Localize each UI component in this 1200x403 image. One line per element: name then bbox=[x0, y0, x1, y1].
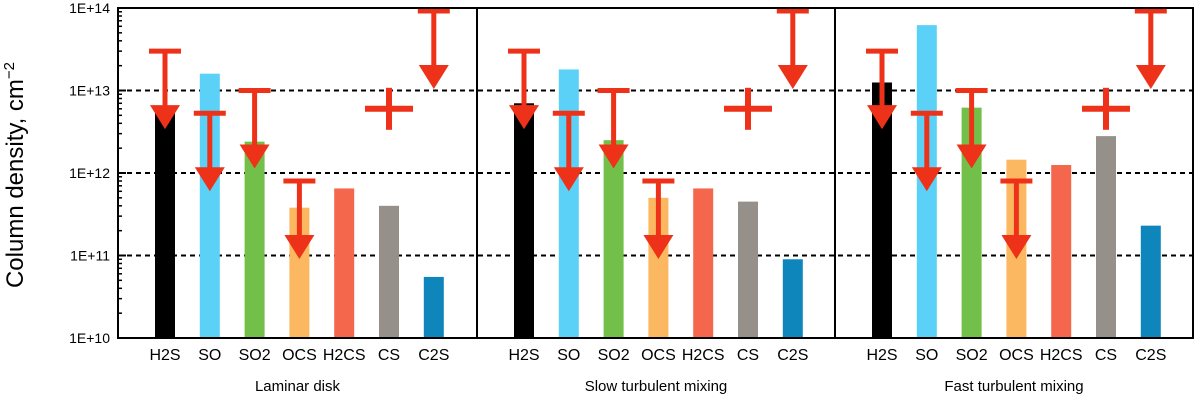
panel-frame bbox=[834, 7, 1194, 339]
bar-cs bbox=[1096, 136, 1116, 338]
upper-limit-arrow bbox=[910, 110, 943, 192]
upper-limit-arrow bbox=[552, 110, 585, 192]
upper-limit-arrow bbox=[955, 88, 988, 169]
category-label: CS bbox=[1095, 347, 1117, 364]
bar-so2 bbox=[961, 107, 982, 338]
upper-limit-arrow bbox=[193, 110, 226, 192]
upper-limit-arrowhead bbox=[553, 167, 584, 192]
upper-limit-arrow bbox=[642, 178, 675, 259]
upper-limit-arrowhead bbox=[911, 167, 942, 192]
bar-h2s bbox=[155, 105, 175, 338]
detection-cross bbox=[365, 87, 413, 130]
upper-limit-arrow bbox=[508, 48, 540, 130]
y-tick-label: 1E+10 bbox=[69, 330, 110, 346]
category-label: C2S bbox=[777, 347, 808, 364]
category-label: C2S bbox=[1135, 347, 1166, 364]
category-label: SO bbox=[557, 347, 580, 364]
category-label: OCS bbox=[999, 347, 1034, 364]
bar-h2cs bbox=[1051, 165, 1072, 338]
y-axis-title: Column density, cm−2 bbox=[1, 62, 29, 288]
upper-limit-arrowhead bbox=[194, 167, 225, 192]
bars bbox=[155, 25, 1161, 339]
y-axis-label: Column density, cm−2 bbox=[1, 62, 29, 288]
labels: H2S SO SO2 OCS H2CS CS C2S Laminar disk H2S SO SO2… bbox=[69, 0, 1166, 395]
panel-title: Laminar disk bbox=[255, 378, 341, 395]
bar-so bbox=[199, 73, 220, 339]
upper-limit-arrow bbox=[1134, 8, 1167, 89]
bar-h2s bbox=[872, 82, 892, 339]
y-axis bbox=[118, 7, 126, 339]
bar-c2s bbox=[782, 259, 803, 338]
y-tick-label: 1E+14 bbox=[69, 0, 110, 16]
upper-limit-arrow bbox=[597, 88, 630, 169]
y-tick-label: 1E+11 bbox=[70, 248, 110, 264]
upper-limit-arrow bbox=[417, 8, 450, 89]
y-axis-label-text: Column density, cm bbox=[2, 79, 29, 288]
category-label: SO bbox=[198, 347, 221, 364]
y-axis-label-superscript: −2 bbox=[1, 62, 18, 79]
category-label: SO2 bbox=[239, 347, 271, 364]
category-label: SO2 bbox=[956, 347, 988, 364]
detection-cross bbox=[724, 87, 772, 130]
bar-so2 bbox=[244, 141, 265, 338]
upper-limit-arrowhead bbox=[643, 234, 674, 259]
upper-limit-arrow bbox=[238, 88, 271, 169]
category-label: H2S bbox=[149, 347, 180, 364]
upper-limit-arrowhead bbox=[777, 65, 808, 89]
upper-limit-arrowhead bbox=[509, 105, 539, 130]
upper-limit-arrowhead bbox=[598, 144, 629, 169]
category-label: C2S bbox=[418, 347, 449, 364]
panel-title: Slow turbulent mixing bbox=[585, 378, 728, 395]
bar-h2cs bbox=[334, 188, 355, 338]
category-label: H2CS bbox=[323, 347, 366, 364]
category-label: OCS bbox=[641, 347, 676, 364]
upper-limit-arrowhead bbox=[284, 234, 315, 259]
y-tick-label: 1E+12 bbox=[69, 165, 110, 181]
bar-so2 bbox=[603, 140, 624, 338]
bar-so bbox=[558, 69, 579, 339]
category-label: SO bbox=[915, 347, 938, 364]
upper-limit-arrow bbox=[149, 48, 181, 130]
upper-limit-arrowhead bbox=[239, 144, 270, 169]
upper-limit-arrowhead bbox=[867, 105, 897, 130]
upper-limit-arrow bbox=[283, 178, 316, 259]
bar-h2cs bbox=[693, 188, 714, 338]
bar-c2s bbox=[1140, 225, 1161, 338]
bar-cs bbox=[738, 201, 758, 338]
category-label: CS bbox=[737, 347, 759, 364]
upper-limit-arrow bbox=[866, 48, 898, 130]
upper-limit-arrowhead bbox=[1135, 65, 1166, 89]
category-label: H2CS bbox=[682, 347, 725, 364]
category-label: H2S bbox=[866, 347, 897, 364]
upper-limit-arrowhead bbox=[956, 144, 987, 169]
upper-limit-arrowhead bbox=[150, 105, 180, 130]
y-tick-label: 1E+13 bbox=[69, 83, 110, 99]
bar-h2s bbox=[514, 103, 534, 338]
upper-limit-arrow bbox=[776, 8, 809, 89]
category-label: H2CS bbox=[1040, 347, 1083, 364]
upper-limit-arrowhead bbox=[1001, 234, 1032, 259]
category-label: SO2 bbox=[598, 347, 630, 364]
bar-c2s bbox=[423, 276, 444, 338]
category-label: OCS bbox=[282, 347, 317, 364]
category-label: CS bbox=[378, 347, 400, 364]
category-label: H2S bbox=[508, 347, 539, 364]
bar-ocs bbox=[648, 197, 669, 338]
bar-cs bbox=[379, 205, 399, 338]
detection-cross bbox=[1082, 87, 1130, 130]
markers bbox=[149, 8, 1167, 259]
upper-limit-arrowhead bbox=[418, 65, 449, 89]
panel-title: Fast turbulent mixing bbox=[944, 378, 1083, 395]
upper-limit-arrow bbox=[1000, 178, 1033, 259]
